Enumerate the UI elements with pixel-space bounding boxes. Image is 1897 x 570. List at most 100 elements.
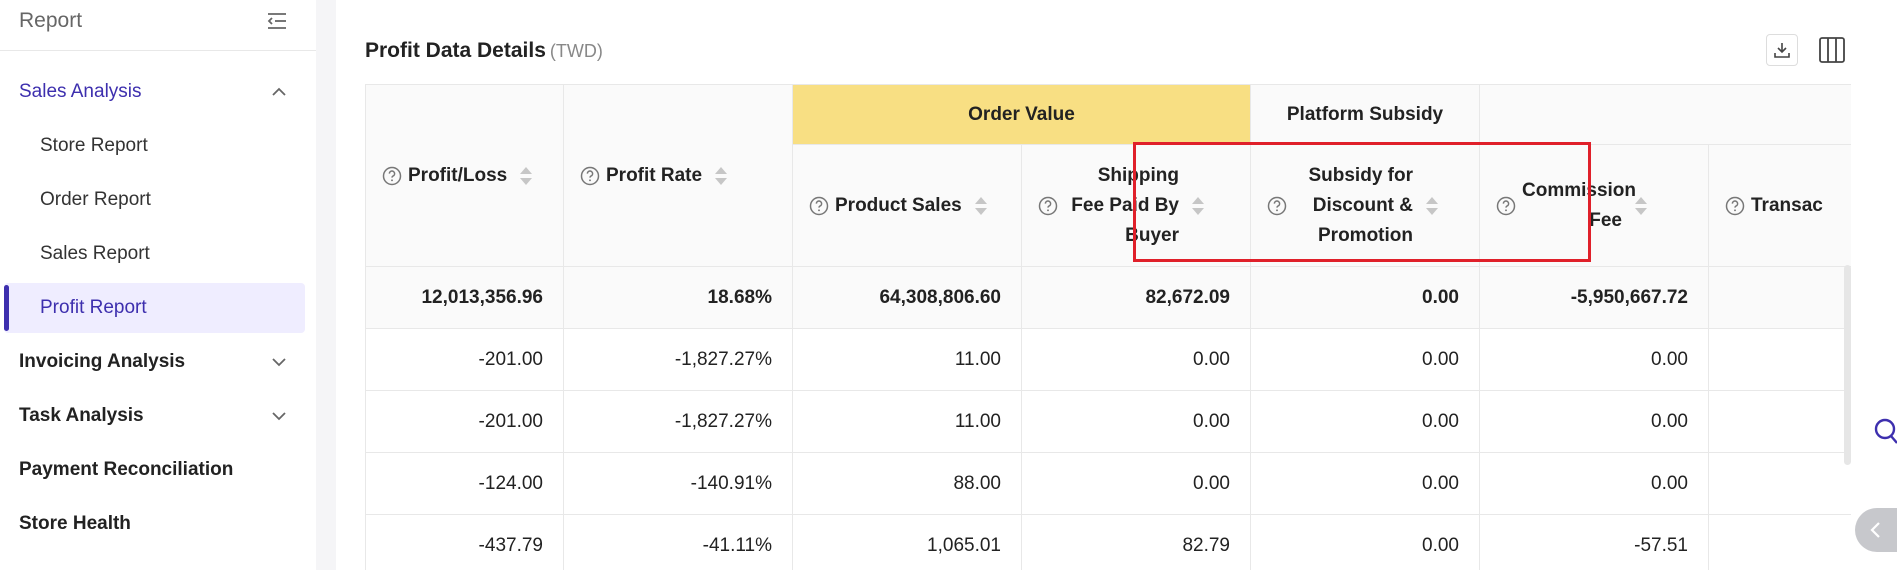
sidebar-item-store-health[interactable]: Store Health bbox=[0, 499, 316, 549]
sidebar-item-label: Store Health bbox=[19, 513, 131, 534]
table-cell bbox=[1709, 391, 1851, 453]
cell-value: -437.79 bbox=[478, 534, 543, 556]
column-header-label: Shipping Fee Paid By Buyer bbox=[1071, 164, 1179, 246]
sort-icon[interactable] bbox=[714, 166, 728, 186]
collapse-panel-button[interactable] bbox=[1855, 508, 1897, 552]
table-cell: -124.00 bbox=[366, 453, 564, 515]
cell-value: -41.11% bbox=[702, 534, 772, 556]
cell-value: -57.51 bbox=[1634, 534, 1688, 556]
question-circle-icon[interactable] bbox=[809, 196, 829, 216]
sort-icon[interactable] bbox=[519, 166, 533, 186]
table-cell: 0.00 bbox=[1022, 453, 1251, 515]
sidebar-item-label: Payment Reconciliation bbox=[19, 459, 234, 480]
column-header-label: Product Sales bbox=[835, 194, 962, 216]
table-cell-total: 64,308,806.60 bbox=[793, 267, 1022, 329]
cell-value: -124.00 bbox=[478, 472, 543, 494]
cell-value: 64,308,806.60 bbox=[879, 286, 1001, 308]
columns-setting-button[interactable] bbox=[1816, 34, 1848, 66]
cell-value: 11.00 bbox=[954, 348, 1001, 370]
cell-value: 88.00 bbox=[953, 472, 1001, 494]
sidebar-item-order-report[interactable]: Order Report bbox=[0, 175, 316, 225]
group-header-platform-subsidy: Platform Subsidy bbox=[1251, 85, 1480, 145]
table-cell: -437.79 bbox=[366, 515, 564, 570]
cell-value: 0.00 bbox=[1193, 348, 1230, 370]
currency-unit: (TWD) bbox=[549, 41, 603, 61]
sidebar: Report Sales Analysis Store Report Order… bbox=[0, 0, 316, 570]
table-cell: 88.00 bbox=[793, 453, 1022, 515]
cell-value: 12,013,356.96 bbox=[421, 286, 543, 308]
table-cell bbox=[1709, 453, 1851, 515]
profit-data-table: Order Value Platform Subsidy Profit/Loss Pr… bbox=[365, 84, 1851, 570]
table-cell: 0.00 bbox=[1480, 453, 1709, 515]
collapse-menu-icon[interactable] bbox=[265, 9, 289, 33]
cell-value: 0.00 bbox=[1651, 410, 1688, 432]
question-circle-icon[interactable] bbox=[1725, 196, 1745, 216]
sidebar-item-payment-reconciliation[interactable]: Payment Reconciliation bbox=[0, 445, 316, 495]
chevron-down-icon bbox=[272, 358, 286, 367]
sidebar-item-label: Order Report bbox=[40, 189, 151, 210]
sort-icon[interactable] bbox=[1191, 196, 1205, 216]
cell-value: -5,950,667.72 bbox=[1570, 286, 1688, 308]
table-cell: -1,827.27% bbox=[564, 391, 793, 453]
table-cell: 0.00 bbox=[1480, 391, 1709, 453]
main-panel: Profit Data Details (TWD) Order Value Plat… bbox=[336, 0, 1897, 570]
sidebar-item-label: Store Report bbox=[40, 135, 148, 156]
sidebar-divider bbox=[0, 50, 316, 51]
table-cell: 0.00 bbox=[1022, 329, 1251, 391]
question-circle-icon[interactable] bbox=[580, 166, 600, 186]
group-header-order-value: Order Value bbox=[793, 85, 1251, 145]
table-cell: 0.00 bbox=[1251, 515, 1480, 570]
sort-icon[interactable] bbox=[1634, 196, 1648, 216]
sidebar-item-label: Sales Report bbox=[40, 243, 150, 264]
sidebar-header: Report bbox=[19, 6, 289, 36]
column-header-profit-rate[interactable]: Profit Rate bbox=[564, 85, 793, 267]
sidebar-group-task-analysis[interactable]: Task Analysis bbox=[0, 391, 316, 441]
chevron-left-icon bbox=[1870, 522, 1880, 538]
column-header-label: Profit/Loss bbox=[408, 164, 508, 186]
download-button[interactable] bbox=[1766, 34, 1798, 66]
column-header-commission-fee[interactable]: Commission Fee bbox=[1480, 145, 1709, 267]
chevron-up-icon bbox=[272, 87, 286, 96]
sidebar-group-sales-analysis[interactable]: Sales Analysis bbox=[0, 67, 316, 117]
sidebar-group-invoicing-analysis[interactable]: Invoicing Analysis bbox=[0, 337, 316, 387]
cell-value: 0.00 bbox=[1422, 286, 1459, 308]
cell-value: 1,065.01 bbox=[927, 534, 1001, 556]
sidebar-item-sales-report[interactable]: Sales Report bbox=[0, 229, 316, 279]
sidebar-group-label: Sales Analysis bbox=[19, 81, 142, 102]
table-cell: -57.51 bbox=[1480, 515, 1709, 570]
table-cell: 0.00 bbox=[1480, 329, 1709, 391]
table-cell: -201.00 bbox=[366, 391, 564, 453]
column-header-product-sales[interactable]: Product Sales bbox=[793, 145, 1022, 267]
group-header-label: Order Value bbox=[968, 103, 1075, 125]
column-header-label: Transac bbox=[1751, 194, 1823, 216]
table-cell: -41.11% bbox=[564, 515, 793, 570]
sidebar-item-store-report[interactable]: Store Report bbox=[0, 121, 316, 171]
cell-value: -1,827.27% bbox=[674, 410, 772, 432]
question-circle-icon[interactable] bbox=[1267, 196, 1287, 216]
search-icon[interactable] bbox=[1870, 417, 1897, 447]
column-header-transaction-fee[interactable]: Transac bbox=[1709, 145, 1851, 267]
table-cell: -201.00 bbox=[366, 329, 564, 391]
vertical-scrollbar[interactable] bbox=[1844, 265, 1851, 465]
column-header-profit-loss[interactable]: Profit/Loss bbox=[366, 85, 564, 267]
sidebar-item-label: Profit Report bbox=[40, 297, 147, 318]
cell-value: -201.00 bbox=[478, 348, 543, 370]
column-header-shipping-fee-paid-by-buyer[interactable]: Shipping Fee Paid By Buyer bbox=[1022, 145, 1251, 267]
table-cell bbox=[1709, 329, 1851, 391]
question-circle-icon[interactable] bbox=[1496, 196, 1516, 216]
cell-value: 82,672.09 bbox=[1145, 286, 1230, 308]
cell-value: 0.00 bbox=[1422, 348, 1459, 370]
table-cell: 0.00 bbox=[1251, 391, 1480, 453]
column-header-subsidy-for-discount-promotion[interactable]: Subsidy for Discount & Promotion bbox=[1251, 145, 1480, 267]
sidebar-item-profit-report[interactable]: Profit Report bbox=[4, 283, 305, 333]
page-title: Profit Data Details (TWD) bbox=[365, 39, 603, 63]
question-circle-icon[interactable] bbox=[382, 166, 402, 186]
cell-value: 0.00 bbox=[1651, 348, 1688, 370]
question-circle-icon[interactable] bbox=[1038, 196, 1058, 216]
cell-value: -140.91% bbox=[690, 472, 772, 494]
cell-value: 0.00 bbox=[1422, 472, 1459, 494]
cell-value: 11.00 bbox=[954, 410, 1001, 432]
sidebar-title: Report bbox=[19, 9, 83, 32]
sort-icon[interactable] bbox=[1425, 196, 1439, 216]
sort-icon[interactable] bbox=[974, 196, 988, 216]
